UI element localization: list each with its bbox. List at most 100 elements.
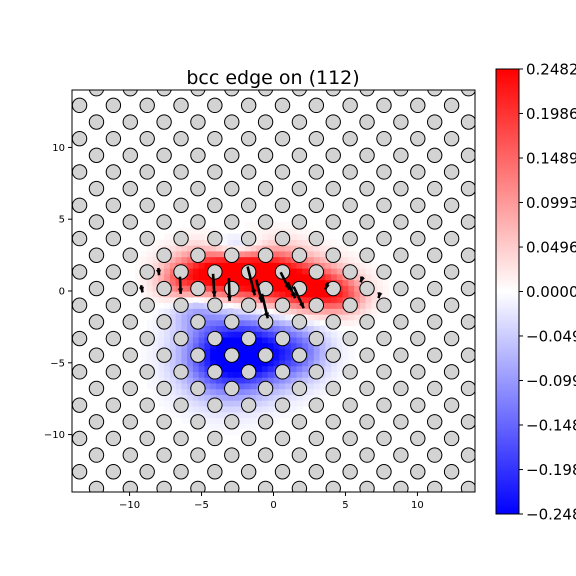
atom [427, 114, 443, 130]
field-cell [215, 342, 223, 350]
field-cell [319, 285, 326, 292]
field-cell [238, 423, 246, 430]
field-cell [141, 291, 148, 298]
field-cell [233, 428, 240, 436]
field-cell [296, 377, 303, 384]
atom [224, 347, 240, 363]
atom [72, 364, 88, 380]
field-cell [256, 371, 263, 378]
field-cell [319, 256, 326, 263]
atom [257, 480, 274, 492]
atom [224, 380, 240, 397]
field-cell [181, 325, 188, 332]
field-cell [175, 348, 182, 355]
field-cell [273, 313, 280, 321]
field-cell [250, 388, 257, 395]
field-cell [354, 273, 361, 281]
field-cell [273, 245, 280, 252]
field-cell [273, 354, 280, 361]
field-cell [221, 359, 229, 367]
field-cell [308, 342, 315, 350]
field-cell [302, 291, 309, 298]
field-cell [227, 377, 234, 384]
atom [325, 180, 341, 197]
field-cell [308, 262, 315, 269]
atom [460, 414, 475, 430]
field-cell [164, 359, 171, 367]
atom [39, 231, 53, 245]
field-cell [187, 377, 194, 384]
field-cell [244, 382, 252, 390]
field-cell [164, 239, 171, 246]
atom [156, 380, 172, 397]
atom [308, 397, 325, 413]
atom [308, 164, 325, 180]
field-cell [244, 377, 252, 384]
atom [342, 197, 358, 213]
field-cell [267, 291, 275, 298]
field-cell [348, 279, 355, 286]
atom [325, 147, 341, 164]
field-cell [198, 227, 206, 235]
field-cell [238, 394, 246, 401]
field-cell [221, 308, 229, 315]
colorbar-tick-label: 0.1986 [526, 105, 576, 123]
atom [460, 147, 475, 164]
field-cell [175, 285, 182, 292]
atom [443, 197, 460, 213]
atom [393, 180, 409, 197]
field-cell [187, 250, 194, 258]
field-cell [233, 239, 240, 246]
field-cell [175, 382, 182, 390]
field-cell [250, 382, 257, 390]
atom [443, 230, 460, 247]
field-cell [204, 256, 211, 263]
field-cell [336, 273, 344, 281]
atom [478, 398, 492, 412]
field-cell [198, 365, 206, 373]
field-cell [152, 308, 159, 315]
field-cell [152, 388, 159, 395]
field-cell [181, 388, 188, 395]
field-cell [221, 423, 229, 430]
field-cell [204, 325, 211, 332]
field-cell [319, 359, 326, 367]
field-cell [135, 268, 142, 275]
field-cell [146, 377, 154, 384]
field-cell [273, 359, 280, 367]
field-cell [181, 291, 188, 298]
field-cell [198, 325, 206, 332]
atom [122, 380, 138, 397]
field-cell [302, 233, 309, 240]
atom [156, 447, 172, 463]
atom [308, 230, 325, 247]
field-cell [169, 348, 177, 355]
field-cell [141, 342, 148, 350]
field-cell [169, 354, 177, 361]
field-cell [233, 371, 240, 378]
atom [39, 265, 53, 279]
atom [359, 380, 375, 397]
field-cell [279, 279, 286, 286]
quiver-arrow [226, 278, 233, 302]
field-cell [204, 359, 211, 367]
atom [105, 464, 122, 480]
field-cell [313, 325, 321, 332]
field-cell [331, 268, 338, 275]
field-cell [261, 377, 269, 384]
atom [190, 90, 206, 97]
field-cell [221, 428, 229, 436]
atom [122, 314, 138, 330]
atom [240, 330, 257, 347]
field-cell [331, 377, 338, 384]
field-cell [233, 268, 240, 275]
field-cell [233, 377, 240, 384]
atom [478, 331, 492, 345]
atom [72, 430, 88, 447]
atom [410, 130, 426, 147]
atom [22, 415, 36, 429]
field-cell [371, 262, 378, 269]
field-cell [244, 354, 252, 361]
field-cell [308, 382, 315, 390]
field-cell [302, 262, 309, 269]
